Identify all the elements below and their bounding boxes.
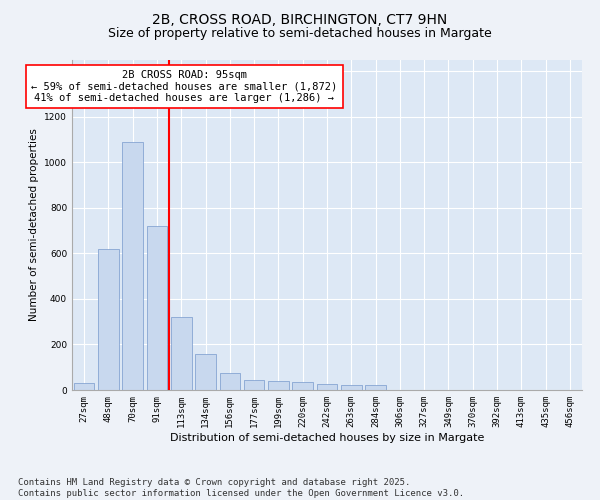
Text: Contains HM Land Registry data © Crown copyright and database right 2025.
Contai: Contains HM Land Registry data © Crown c… xyxy=(18,478,464,498)
Bar xyxy=(195,354,216,390)
Bar xyxy=(292,382,313,390)
Bar xyxy=(220,373,240,390)
X-axis label: Distribution of semi-detached houses by size in Margate: Distribution of semi-detached houses by … xyxy=(170,432,484,442)
Text: 2B CROSS ROAD: 95sqm
← 59% of semi-detached houses are smaller (1,872)
41% of se: 2B CROSS ROAD: 95sqm ← 59% of semi-detac… xyxy=(31,70,337,103)
Text: 2B, CROSS ROAD, BIRCHINGTON, CT7 9HN: 2B, CROSS ROAD, BIRCHINGTON, CT7 9HN xyxy=(152,12,448,26)
Bar xyxy=(317,384,337,390)
Bar xyxy=(244,380,265,390)
Bar xyxy=(268,381,289,390)
Bar xyxy=(74,383,94,390)
Bar xyxy=(98,249,119,390)
Bar xyxy=(341,385,362,390)
Text: Size of property relative to semi-detached houses in Margate: Size of property relative to semi-detach… xyxy=(108,28,492,40)
Bar xyxy=(122,142,143,390)
Bar xyxy=(146,226,167,390)
Bar xyxy=(171,317,191,390)
Bar xyxy=(365,386,386,390)
Y-axis label: Number of semi-detached properties: Number of semi-detached properties xyxy=(29,128,38,322)
